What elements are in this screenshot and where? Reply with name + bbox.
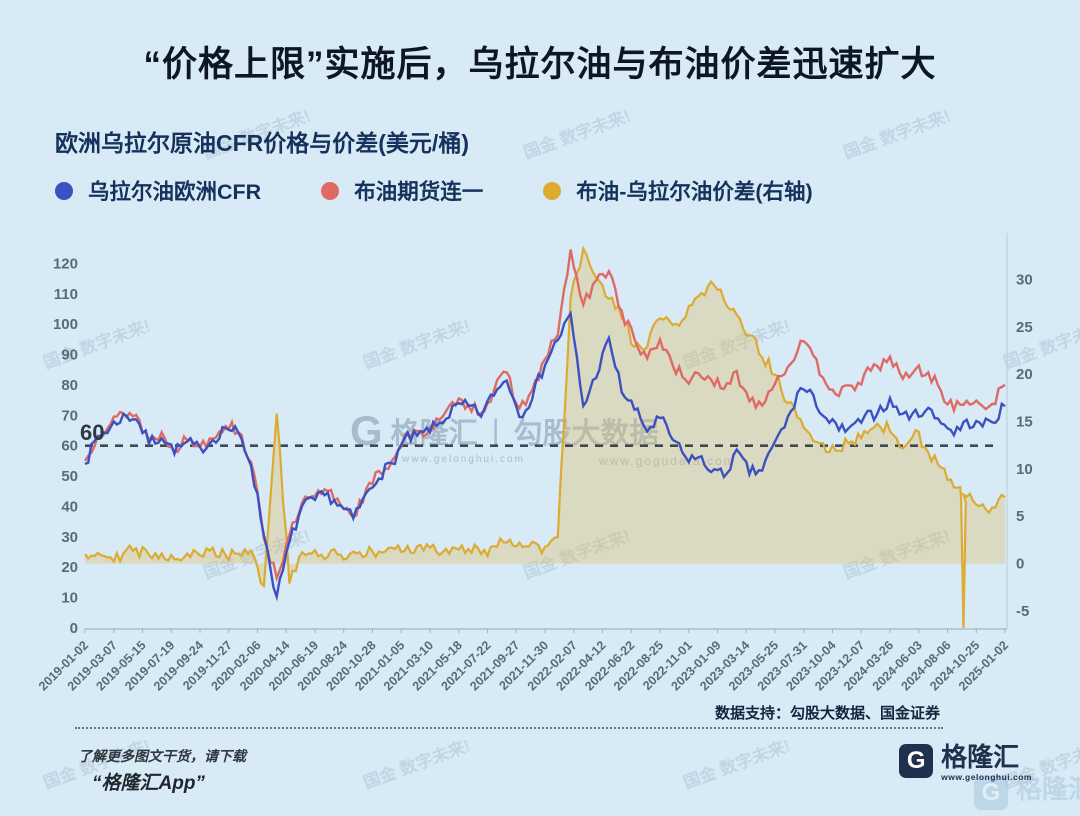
gelonghui-logo-icon: G [899,744,934,778]
spread-area-fill [85,248,1005,628]
legend-label: 布油期货连一 [354,180,484,204]
gelonghui-logo-icon: G [973,776,1008,810]
gogudata-watermark: G 格隆汇 | 勾股大数据 www.gelonghui.com www.gogu… [350,410,736,469]
y-left-tick-label: 20 [61,559,78,576]
y-left-tick-label: 50 [61,468,78,485]
y-left-tick-label: 110 [54,286,78,303]
chart-subtitle: 欧洲乌拉尔原油CFR价格与价差(美元/桶) [55,130,469,156]
ural-line [84,310,1006,602]
y-left-tick-label: 40 [61,498,78,515]
reference-line-label: 60 [80,420,105,445]
gelonghui-logo-url: www.gelonghui.com [941,772,1032,782]
y-left-tick-label: 70 [61,407,78,424]
y-left-tick-label: 0 [70,620,78,637]
promo-app-name: “格隆汇App” [92,773,205,794]
spread-line [84,245,1006,629]
y-left-tick-label: 60 [61,438,78,455]
brent-series-dot-icon [321,181,340,200]
gelonghui-logo-text: 格隆汇 [941,742,1020,772]
y-right-tick-label: 30 [1016,271,1033,288]
y-left-tick-label: 90 [61,347,78,364]
page-title: “价格上限”实施后，乌拉尔油与布油价差迅速扩大 [143,45,937,84]
watermark-brand-url: www.gelonghui.com [402,454,525,465]
legend-item-brent: 布油期货连一 [321,175,483,206]
legend-item-spread: 布油-乌拉尔油价差(右轴) [543,175,813,206]
y-right-tick-label: 25 [1016,319,1033,336]
gelonghui-logo: G 格隆汇 www.gelonghui.com [899,744,1032,782]
y-right-tick-label: 10 [1016,461,1033,478]
gelonghui-logo-watermark: G 格隆汇 [973,774,1080,810]
spread-series-dot-icon [543,181,562,200]
ural-series-dot-icon [55,181,73,200]
y-left-tick-label: 120 [53,255,78,272]
footer-divider [75,727,943,729]
y-right-tick-label: -5 [1016,603,1029,620]
y-right-tick-label: 15 [1016,414,1033,431]
y-left-tick-label: 80 [61,377,78,394]
data-support-text: 数据支持：勾股大数据、国金证券 [714,705,940,722]
y-right-tick-label: 5 [1016,508,1024,525]
legend-item-ural: 乌拉尔油欧洲CFR [55,175,261,206]
watermark-divider: | [491,414,500,447]
y-left-tick-label: 30 [61,529,78,546]
chart-legend: 乌拉尔油欧洲CFR 布油期货连一 布油-乌拉尔油价差(右轴) [55,175,873,206]
y-left-tick-label: 100 [53,316,78,333]
y-right-tick-label: 0 [1016,556,1024,573]
y-right-tick-label: 20 [1016,366,1033,383]
legend-label: 乌拉尔油欧洲CFR [88,180,262,204]
promo-text: 了解更多图文干货，请下载 [78,748,246,764]
legend-label: 布油-乌拉尔油价差(右轴) [576,180,813,204]
gelonghui-logo-text: 格隆汇 [1015,774,1080,804]
y-left-tick-label: 10 [61,590,78,607]
